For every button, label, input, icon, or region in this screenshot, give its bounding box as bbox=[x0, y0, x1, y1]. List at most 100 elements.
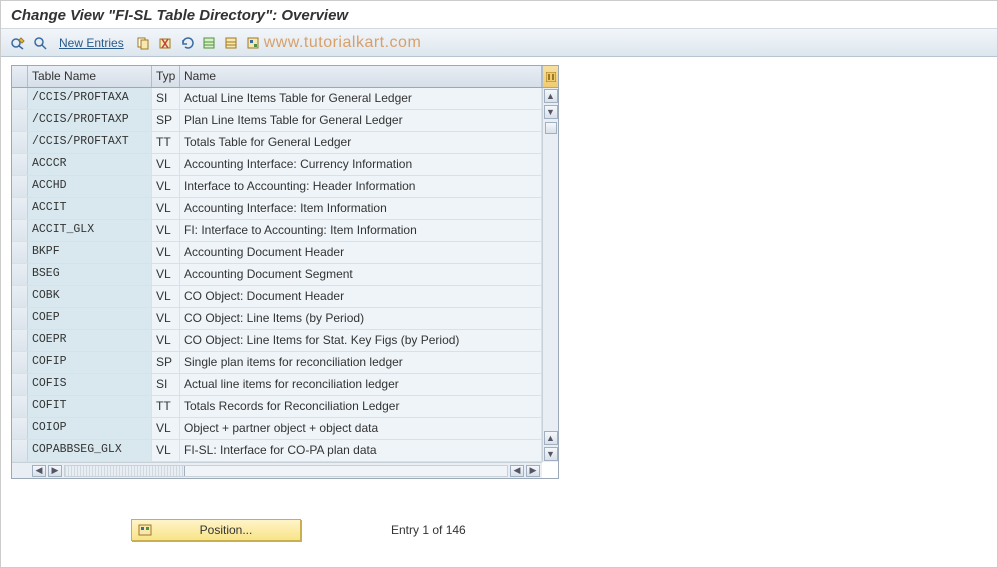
grid-config-icon[interactable] bbox=[542, 66, 558, 87]
cell-typ[interactable]: VL bbox=[152, 264, 180, 285]
scroll-up2-icon[interactable]: ▲ bbox=[544, 431, 558, 445]
table-row[interactable]: ACCIT_GLXVLFI: Interface to Accounting: … bbox=[12, 220, 542, 242]
table-row[interactable]: ACCCRVLAccounting Interface: Currency In… bbox=[12, 154, 542, 176]
table-row[interactable]: COFISSIActual line items for reconciliat… bbox=[12, 374, 542, 396]
undo-icon[interactable] bbox=[178, 34, 196, 52]
row-selector[interactable] bbox=[12, 88, 28, 109]
cell-table-name[interactable]: COEPR bbox=[28, 330, 152, 351]
deselect-all-icon[interactable] bbox=[222, 34, 240, 52]
copy-icon[interactable] bbox=[134, 34, 152, 52]
cell-name[interactable]: Plan Line Items Table for General Ledger bbox=[180, 110, 542, 131]
scroll-up-icon[interactable]: ▲ bbox=[544, 89, 558, 103]
cell-table-name[interactable]: /CCIS/PROFTAXT bbox=[28, 132, 152, 153]
scroll-down-icon[interactable]: ▼ bbox=[544, 105, 558, 119]
row-selector[interactable] bbox=[12, 308, 28, 329]
table-row[interactable]: COIOPVLObject + partner object + object … bbox=[12, 418, 542, 440]
scroll-right2-icon[interactable]: ▶ bbox=[526, 465, 540, 477]
scroll-left2-icon[interactable]: ◀ bbox=[510, 465, 524, 477]
cell-name[interactable]: Object + partner object + object data bbox=[180, 418, 542, 439]
display-change-icon[interactable] bbox=[9, 34, 27, 52]
hscroll-thumb[interactable] bbox=[65, 466, 185, 476]
row-selector[interactable] bbox=[12, 418, 28, 439]
row-selector[interactable] bbox=[12, 220, 28, 241]
hscroll-track[interactable] bbox=[64, 465, 508, 477]
cell-name[interactable]: Accounting Document Segment bbox=[180, 264, 542, 285]
cell-table-name[interactable]: COBK bbox=[28, 286, 152, 307]
cell-name[interactable]: Totals Table for General Ledger bbox=[180, 132, 542, 153]
table-row[interactable]: COFITTTTotals Records for Reconciliation… bbox=[12, 396, 542, 418]
table-row[interactable]: BSEGVLAccounting Document Segment bbox=[12, 264, 542, 286]
table-row[interactable]: /CCIS/PROFTAXASIActual Line Items Table … bbox=[12, 88, 542, 110]
cell-typ[interactable]: VL bbox=[152, 330, 180, 351]
select-all-icon[interactable] bbox=[200, 34, 218, 52]
cell-name[interactable]: Actual Line Items Table for General Ledg… bbox=[180, 88, 542, 109]
cell-name[interactable]: FI: Interface to Accounting: Item Inform… bbox=[180, 220, 542, 241]
delete-icon[interactable] bbox=[156, 34, 174, 52]
cell-typ[interactable]: SI bbox=[152, 88, 180, 109]
col-header-name[interactable]: Name bbox=[180, 66, 542, 87]
cell-name[interactable]: Single plan items for reconciliation led… bbox=[180, 352, 542, 373]
cell-name[interactable]: Accounting Interface: Item Information bbox=[180, 198, 542, 219]
cell-name[interactable]: CO Object: Line Items (by Period) bbox=[180, 308, 542, 329]
cell-name[interactable]: CO Object: Line Items for Stat. Key Figs… bbox=[180, 330, 542, 351]
row-selector[interactable] bbox=[12, 242, 28, 263]
row-selector[interactable] bbox=[12, 110, 28, 131]
cell-table-name[interactable]: ACCIT bbox=[28, 198, 152, 219]
cell-typ[interactable]: VL bbox=[152, 440, 180, 461]
table-row[interactable]: COFIPSPSingle plan items for reconciliat… bbox=[12, 352, 542, 374]
row-selector[interactable] bbox=[12, 330, 28, 351]
row-selector[interactable] bbox=[12, 440, 28, 461]
cell-table-name[interactable]: COEP bbox=[28, 308, 152, 329]
cell-table-name[interactable]: COIOP bbox=[28, 418, 152, 439]
cell-typ[interactable]: TT bbox=[152, 132, 180, 153]
row-selector[interactable] bbox=[12, 352, 28, 373]
table-row[interactable]: BKPFVLAccounting Document Header bbox=[12, 242, 542, 264]
select-all-column[interactable] bbox=[12, 66, 28, 87]
row-selector[interactable] bbox=[12, 374, 28, 395]
scroll-right-icon[interactable]: ▶ bbox=[48, 465, 62, 477]
cell-table-name[interactable]: ACCIT_GLX bbox=[28, 220, 152, 241]
cell-table-name[interactable]: COFIS bbox=[28, 374, 152, 395]
table-row[interactable]: COEPVLCO Object: Line Items (by Period) bbox=[12, 308, 542, 330]
cell-typ[interactable]: SP bbox=[152, 110, 180, 131]
vertical-scrollbar[interactable]: ▲ ▼ ▲ ▼ bbox=[542, 88, 558, 462]
cell-table-name[interactable]: COPABBSEG_GLX bbox=[28, 440, 152, 461]
table-row[interactable]: ACCHDVLInterface to Accounting: Header I… bbox=[12, 176, 542, 198]
col-header-typ[interactable]: Typ bbox=[152, 66, 180, 87]
cell-typ[interactable]: VL bbox=[152, 308, 180, 329]
scroll-left-icon[interactable]: ◀ bbox=[32, 465, 46, 477]
cell-typ[interactable]: VL bbox=[152, 154, 180, 175]
cell-name[interactable]: Interface to Accounting: Header Informat… bbox=[180, 176, 542, 197]
table-row[interactable]: ACCITVLAccounting Interface: Item Inform… bbox=[12, 198, 542, 220]
cell-typ[interactable]: SP bbox=[152, 352, 180, 373]
table-row[interactable]: /CCIS/PROFTAXTTTTotals Table for General… bbox=[12, 132, 542, 154]
cell-name[interactable]: Accounting Interface: Currency Informati… bbox=[180, 154, 542, 175]
cell-name[interactable]: CO Object: Document Header bbox=[180, 286, 542, 307]
table-row[interactable]: COEPRVLCO Object: Line Items for Stat. K… bbox=[12, 330, 542, 352]
cell-name[interactable]: Accounting Document Header bbox=[180, 242, 542, 263]
row-selector[interactable] bbox=[12, 154, 28, 175]
table-row[interactable]: /CCIS/PROFTAXPSPPlan Line Items Table fo… bbox=[12, 110, 542, 132]
col-header-table-name[interactable]: Table Name bbox=[28, 66, 152, 87]
cell-table-name[interactable]: /CCIS/PROFTAXA bbox=[28, 88, 152, 109]
row-selector[interactable] bbox=[12, 198, 28, 219]
row-selector[interactable] bbox=[12, 264, 28, 285]
row-selector[interactable] bbox=[12, 176, 28, 197]
position-button[interactable]: Position... bbox=[131, 519, 301, 541]
cell-table-name[interactable]: COFIT bbox=[28, 396, 152, 417]
cell-name[interactable]: Actual line items for reconciliation led… bbox=[180, 374, 542, 395]
cell-table-name[interactable]: ACCHD bbox=[28, 176, 152, 197]
config-icon[interactable] bbox=[244, 34, 262, 52]
row-selector[interactable] bbox=[12, 396, 28, 417]
cell-typ[interactable]: VL bbox=[152, 286, 180, 307]
scroll-thumb[interactable] bbox=[545, 122, 557, 134]
row-selector[interactable] bbox=[12, 132, 28, 153]
table-row[interactable]: COBKVLCO Object: Document Header bbox=[12, 286, 542, 308]
cell-table-name[interactable]: BSEG bbox=[28, 264, 152, 285]
cell-table-name[interactable]: BKPF bbox=[28, 242, 152, 263]
cell-name[interactable]: FI-SL: Interface for CO-PA plan data bbox=[180, 440, 542, 461]
cell-typ[interactable]: VL bbox=[152, 198, 180, 219]
cell-typ[interactable]: SI bbox=[152, 374, 180, 395]
cell-typ[interactable]: VL bbox=[152, 176, 180, 197]
cell-typ[interactable]: VL bbox=[152, 242, 180, 263]
